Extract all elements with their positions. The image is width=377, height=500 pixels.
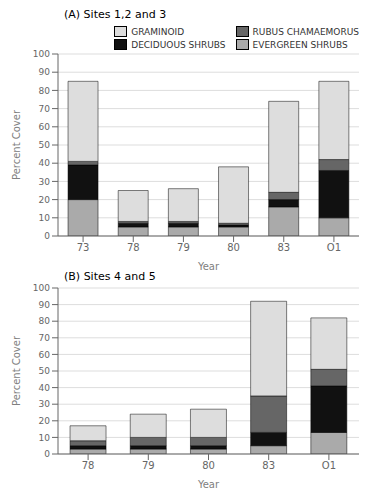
html-text:(A) Sites 1,2 and 3: (A) Sites 1,2 and 3	[64, 8, 167, 21]
svg-text:100: 100	[33, 284, 50, 293]
svg-text:0: 0	[44, 231, 50, 241]
svg-text:78: 78	[127, 242, 140, 253]
svg-text:20: 20	[39, 416, 51, 426]
svg-text:73: 73	[77, 242, 90, 253]
svg-text:Percent Cover: Percent Cover	[11, 335, 22, 406]
svg-text:30: 30	[39, 399, 51, 409]
svg-text:30: 30	[39, 177, 51, 187]
svg-text:78: 78	[82, 460, 95, 471]
svg-text:80: 80	[39, 86, 51, 96]
svg-text:Year: Year	[197, 479, 220, 488]
svg-text:50: 50	[39, 366, 51, 376]
svg-text:40: 40	[39, 383, 51, 393]
svg-text:50: 50	[39, 140, 51, 150]
html-text:GRAMINOID: GRAMINOID	[131, 26, 185, 37]
svg-text:O1: O1	[322, 460, 336, 471]
svg-text:79: 79	[142, 460, 155, 471]
svg-text:80: 80	[202, 460, 215, 471]
svg-text:0: 0	[44, 449, 50, 459]
svg-text:60: 60	[39, 122, 51, 132]
svg-text:90: 90	[39, 67, 51, 77]
html-text:DECIDUOUS SHRUBS: DECIDUOUS SHRUBS	[131, 39, 226, 50]
svg-text:40: 40	[39, 158, 51, 168]
html-text:(B) Sites 4 and 5: (B) Sites 4 and 5	[64, 270, 156, 283]
svg-text:80: 80	[39, 316, 51, 326]
svg-text:83: 83	[277, 242, 290, 253]
svg-text:70: 70	[39, 333, 51, 343]
html-text:RUBUS CHAMAEMORUS: RUBUS CHAMAEMORUS	[252, 26, 359, 37]
svg-text:O1: O1	[327, 242, 341, 253]
svg-text:80: 80	[227, 242, 240, 253]
html-text:EVERGREEN SHRUBS: EVERGREEN SHRUBS	[252, 39, 348, 50]
svg-text:60: 60	[39, 350, 51, 360]
svg-text:100: 100	[33, 49, 50, 59]
svg-text:10: 10	[39, 213, 51, 223]
svg-text:20: 20	[39, 195, 51, 205]
svg-text:10: 10	[39, 433, 51, 443]
svg-text:90: 90	[39, 300, 51, 310]
svg-text:Year: Year	[197, 261, 220, 270]
svg-text:79: 79	[177, 242, 190, 253]
svg-text:83: 83	[262, 460, 275, 471]
svg-text:70: 70	[39, 104, 51, 114]
svg-text:Percent Cover: Percent Cover	[11, 109, 22, 180]
